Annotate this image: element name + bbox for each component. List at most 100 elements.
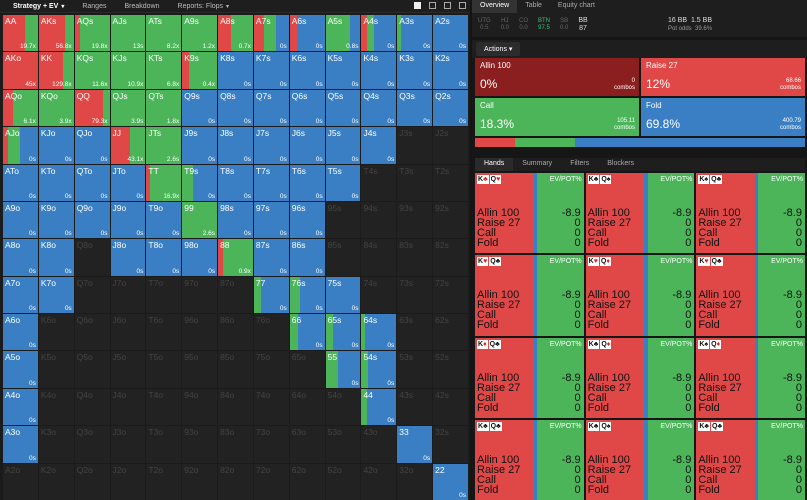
left-nav-item[interactable]: Ranges: [73, 3, 115, 10]
hand-cell[interactable]: A5o 0s: [3, 351, 38, 388]
hand-cell[interactable]: A9o 0s: [3, 201, 38, 239]
hand-cell[interactable]: K8s 0s: [218, 52, 253, 89]
hand-cell[interactable]: 55 0s: [325, 351, 361, 388]
hand-cell[interactable]: K3o: [38, 426, 74, 463]
hand-cell[interactable]: Q8s 0s: [218, 89, 253, 127]
hand-cell[interactable]: T4o: [146, 388, 182, 426]
hand-cell[interactable]: 92s: [433, 201, 468, 239]
combo-cell[interactable]: K♣ Q♣ EV/POT% Allin 100 -8.9 Raise 27 0 Call 0 Fo…: [475, 419, 584, 500]
hand-cell[interactable]: 53o: [325, 426, 361, 463]
hand-cell[interactable]: QTo 0s: [74, 164, 110, 201]
hand-cell[interactable]: QTs 1.8x: [146, 89, 182, 127]
hand-cell[interactable]: 52o: [325, 463, 361, 500]
hand-cell[interactable]: A7s 0s: [253, 15, 289, 52]
hand-cell[interactable]: A3s 0s: [397, 15, 433, 52]
hand-cell[interactable]: 73s: [397, 276, 433, 314]
hand-cell[interactable]: KJo 0s: [38, 127, 74, 164]
hand-cell[interactable]: 42s: [433, 388, 468, 426]
hand-cell[interactable]: JTo 0s: [110, 164, 146, 201]
hand-cell[interactable]: 22 0s: [433, 463, 468, 500]
hand-cell[interactable]: 75s 0s: [325, 276, 361, 314]
hand-cell[interactable]: 92o: [182, 463, 218, 500]
hand-cell[interactable]: 88 0.9x: [218, 239, 253, 276]
combo-cell[interactable]: K♠ Q♦ EV/POT% Allin 100 -8.9 Raise 27 0 Call 0 Fo…: [696, 337, 805, 418]
hand-cell[interactable]: 97s 0s: [253, 201, 289, 239]
hand-cell[interactable]: T8s 0s: [218, 164, 253, 201]
hand-cell[interactable]: KTs 6.8x: [146, 52, 182, 89]
hand-cell[interactable]: K2s 0s: [433, 52, 468, 89]
hand-cell[interactable]: 97o: [182, 276, 218, 314]
hand-cell[interactable]: K2o: [38, 463, 74, 500]
left-nav-item[interactable]: Reports: Flops ▾: [169, 3, 239, 10]
hand-cell[interactable]: ATs 8.2x: [146, 15, 182, 52]
hands-tab[interactable]: Hands: [475, 158, 514, 171]
hand-cell[interactable]: 44 0s: [361, 388, 397, 426]
combo-cell[interactable]: K♣ Q♥ EV/POT% Allin 100 -8.9 Raise 27 0 Call 0 Fo…: [475, 173, 584, 254]
hand-cell[interactable]: KTo 0s: [38, 164, 74, 201]
hand-cell[interactable]: TT 16.9x: [146, 164, 182, 201]
hand-cell[interactable]: Q6s 0s: [289, 89, 325, 127]
hand-cell[interactable]: KQo 3.9x: [38, 89, 74, 127]
hand-cell[interactable]: Q7s 0s: [253, 89, 289, 127]
hand-cell[interactable]: T6o: [146, 314, 182, 351]
hand-cell[interactable]: J6s 0s: [289, 127, 325, 164]
actions-dropdown-button[interactable]: Actions ▾: [476, 42, 521, 56]
hand-cell[interactable]: T4s: [361, 164, 397, 201]
hand-cell[interactable]: 76o: [253, 314, 289, 351]
hand-cell[interactable]: QJs 3.9s: [110, 89, 146, 127]
hand-cell[interactable]: Q5o: [74, 351, 110, 388]
hand-cell[interactable]: Q5s 0s: [325, 89, 361, 127]
hand-cell[interactable]: J3s: [397, 127, 433, 164]
hand-cell[interactable]: 54s 0s: [361, 351, 397, 388]
hand-cell[interactable]: 95s: [325, 201, 361, 239]
hand-cell[interactable]: J9s 0s: [182, 127, 218, 164]
hand-cell[interactable]: QJo 0s: [74, 127, 110, 164]
view-split-icon[interactable]: [444, 2, 451, 9]
hand-cell[interactable]: 63s: [397, 314, 433, 351]
combo-cell[interactable]: K♣ Q♠ EV/POT% Allin 100 -8.9 Raise 27 0 Call 0 Fo…: [585, 419, 695, 500]
right-tab[interactable]: Equity chart: [557, 2, 595, 9]
position-item[interactable]: HJ 0.0: [501, 18, 509, 32]
hand-cell[interactable]: J5o: [110, 351, 146, 388]
hand-cell[interactable]: 96s 0s: [289, 201, 325, 239]
hand-cell[interactable]: J4o: [110, 388, 146, 426]
hand-cell[interactable]: 64o: [289, 388, 325, 426]
hand-cell[interactable]: A2s 0s: [433, 15, 468, 52]
hand-cell[interactable]: K5o: [38, 351, 74, 388]
hand-cell[interactable]: K9s 0.4x: [182, 52, 218, 89]
hand-cell[interactable]: 43s: [397, 388, 433, 426]
hand-cell[interactable]: K7s 0s: [253, 52, 289, 89]
hand-cell[interactable]: 62s: [433, 314, 468, 351]
hand-cell[interactable]: 65s 0s: [325, 314, 361, 351]
hand-cell[interactable]: JTs 2.6s: [146, 127, 182, 164]
hand-cell[interactable]: 93o: [182, 426, 218, 463]
hand-cell[interactable]: 63o: [289, 426, 325, 463]
hand-cell[interactable]: 66 0s: [289, 314, 325, 351]
hand-cell[interactable]: 99 2.6s: [182, 201, 218, 239]
position-item[interactable]: CO 0.0: [519, 18, 528, 32]
hand-cell[interactable]: J7s 0s: [253, 127, 289, 164]
combo-cell[interactable]: K♣ Q♦ EV/POT% Allin 100 -8.9 Raise 27 0 Call 0 Fo…: [585, 337, 695, 418]
hand-cell[interactable]: QQ 79.3x: [74, 89, 110, 127]
hands-tab[interactable]: Blockers: [607, 160, 635, 167]
left-nav-item[interactable]: Breakdown: [115, 3, 168, 10]
position-item[interactable]: UTG 0.5: [478, 18, 491, 32]
hand-cell[interactable]: 52s: [433, 351, 468, 388]
combo-cell[interactable]: K♥ Q♦ EV/POT% Allin 100 -8.9 Raise 27 0 Call 0 Fo…: [585, 255, 695, 336]
hand-cell[interactable]: Q2o: [74, 463, 110, 500]
hand-cell[interactable]: K5s 0s: [325, 52, 361, 89]
action-tile[interactable]: Raise 27 12% 68.66 combos: [641, 58, 805, 96]
hand-cell[interactable]: A8o 0s: [3, 239, 38, 276]
hand-cell[interactable]: 72o: [253, 463, 289, 500]
hand-cell[interactable]: Q9s 0s: [182, 89, 218, 127]
hand-cell[interactable]: 54o: [325, 388, 361, 426]
hand-cell[interactable]: 94o: [182, 388, 218, 426]
hand-cell[interactable]: Q2s 0s: [433, 89, 468, 127]
position-bb[interactable]: BB 87: [578, 17, 587, 33]
hand-cell[interactable]: Q4o: [74, 388, 110, 426]
hand-cell[interactable]: KJs 10.9x: [110, 52, 146, 89]
hand-cell[interactable]: 82s: [433, 239, 468, 276]
hand-cell[interactable]: J2s: [433, 127, 468, 164]
combo-cell[interactable]: K♥ Q♣ EV/POT% Allin 100 -8.9 Raise 27 0 Call 0 Fo…: [475, 255, 584, 336]
hand-cell[interactable]: 82o: [218, 463, 253, 500]
